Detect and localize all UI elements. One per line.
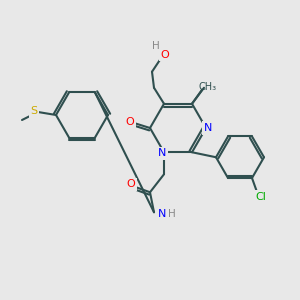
Text: H: H xyxy=(168,209,176,219)
Text: S: S xyxy=(30,106,38,116)
Text: Cl: Cl xyxy=(256,192,266,202)
Text: H: H xyxy=(152,41,160,51)
Text: O: O xyxy=(127,179,135,189)
Text: N: N xyxy=(158,148,166,158)
Text: N: N xyxy=(158,209,166,219)
Text: N: N xyxy=(204,123,212,133)
Text: CH₃: CH₃ xyxy=(199,82,217,92)
Text: O: O xyxy=(160,50,169,60)
Text: O: O xyxy=(126,117,134,127)
